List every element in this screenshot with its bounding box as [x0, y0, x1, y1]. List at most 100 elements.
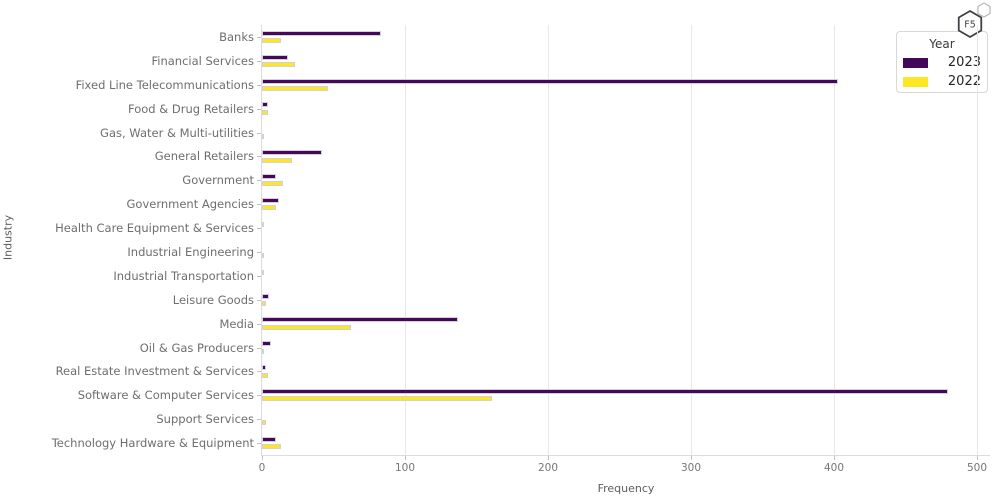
bar-2022-technology-hardware-equipment [262, 444, 281, 450]
gridline-200 [548, 25, 549, 455]
bar-2023-leisure-goods [262, 293, 270, 299]
bar-2023-government [262, 174, 277, 180]
y-tick [257, 60, 261, 62]
bar-2022-support-services [262, 420, 267, 426]
category-label-health-care-equipment-services: Health Care Equipment & Services [55, 221, 254, 236]
bar-2022-software-computer-services [262, 396, 493, 402]
category-label-government: Government [182, 173, 254, 188]
y-tick [257, 108, 261, 110]
y-tick [257, 395, 261, 397]
bar-2023-financial-services [262, 54, 288, 60]
bar-2022-fixed-line-telecommunications [262, 85, 328, 91]
category-label-real-estate-investment-services: Real Estate Investment & Services [55, 364, 254, 379]
x-tick [690, 456, 692, 460]
bar-2023-software-computer-services [262, 389, 949, 395]
bar-2022-government [262, 181, 284, 187]
category-label-media: Media [219, 316, 254, 331]
x-tick [261, 456, 263, 460]
y-tick [257, 323, 261, 325]
legend: Year 2023 2022 [896, 31, 988, 93]
bar-2022-industrial-engineering [262, 253, 264, 259]
f5-hexagon-outline [957, 10, 983, 38]
bar-2023-fixed-line-telecommunications [262, 78, 839, 84]
category-label-financial-services: Financial Services [151, 53, 254, 68]
category-label-food-drug-retailers: Food & Drug Retailers [128, 101, 254, 116]
y-tick [257, 371, 261, 373]
x-tick-label-100: 100 [394, 462, 416, 474]
y-tick [257, 36, 261, 38]
x-tick [976, 456, 978, 460]
gridline-500 [977, 25, 978, 455]
f5-hexagon-icon: F5 [957, 2, 991, 38]
bar-2023-industrial-transportation [262, 269, 264, 275]
bar-2023-oil-gas-producers [262, 341, 271, 347]
category-label-government-agencies: Government Agencies [126, 197, 255, 212]
category-label-support-services: Support Services [156, 412, 254, 427]
bar-2022-general-retailers [262, 157, 293, 163]
category-label-fixed-line-telecommunications: Fixed Line Telecommunications [75, 77, 254, 92]
bar-2022-food-drug-retailers [262, 109, 268, 115]
gridline-100 [405, 25, 406, 455]
y-tick [257, 299, 261, 301]
y-tick [257, 204, 261, 206]
y-tick [257, 347, 261, 349]
bar-2023-government-agencies [262, 197, 280, 203]
y-tick [257, 228, 261, 230]
legend-label-2022: 2022 [947, 74, 981, 89]
y-tick [257, 180, 261, 182]
bar-2022-gas-water-multi-utilities [262, 133, 264, 139]
y-tick [257, 84, 261, 86]
bar-2023-media [262, 317, 458, 323]
bar-2022-media [262, 324, 351, 330]
legend-title: Year [929, 37, 955, 51]
y-tick [257, 156, 261, 158]
x-tick [404, 456, 406, 460]
category-label-general-retailers: General Retailers [154, 149, 254, 164]
category-label-industrial-transportation: Industrial Transportation [113, 268, 254, 283]
category-label-industrial-engineering: Industrial Engineering [127, 244, 254, 259]
category-label-technology-hardware-equipment: Technology Hardware & Equipment [51, 436, 254, 451]
x-axis-spine [261, 455, 990, 456]
bar-2022-banks [262, 38, 281, 44]
legend-item-2023: 2023 [897, 53, 987, 72]
badge-hexagon-icon [977, 2, 991, 18]
legend-item-2022: 2022 [897, 72, 987, 91]
x-tick-label-0: 0 [258, 462, 266, 474]
x-tick-label-300: 300 [680, 462, 702, 474]
x-tick [833, 456, 835, 460]
bar-2023-health-care-equipment-services [262, 221, 264, 227]
category-label-software-computer-services: Software & Computer Services [77, 388, 254, 403]
bar-2022-oil-gas-producers [262, 348, 264, 354]
y-tick [257, 251, 261, 253]
y-tick [257, 132, 261, 134]
legend-swatch-2023 [903, 57, 928, 68]
bar-2023-food-drug-retailers [262, 102, 268, 108]
legend-label-2023: 2023 [947, 55, 981, 70]
bar-2023-technology-hardware-equipment [262, 436, 277, 442]
category-label-leisure-goods: Leisure Goods [172, 292, 254, 307]
legend-items: 2023 2022 [897, 53, 987, 91]
bar-2022-real-estate-investment-services [262, 372, 268, 378]
y-tick [257, 443, 261, 445]
gridline-400 [834, 25, 835, 455]
x-tick-label-400: 400 [823, 462, 845, 474]
gridline-300 [691, 25, 692, 455]
f5-icon-label: F5 [964, 20, 976, 31]
bar-2022-leisure-goods [262, 300, 267, 306]
legend-swatch-2022 [903, 76, 928, 87]
bar-2022-government-agencies [262, 205, 277, 211]
category-label-gas-water-multi-utilities: Gas, Water & Multi-utilities [100, 125, 254, 140]
x-axis-title: Frequency [597, 482, 655, 495]
category-label-oil-gas-producers: Oil & Gas Producers [139, 340, 254, 355]
y-axis-spine [261, 25, 262, 456]
bar-2023-real-estate-investment-services [262, 365, 267, 371]
y-tick [257, 419, 261, 421]
bar-2022-financial-services [262, 62, 295, 68]
bar-2023-banks [262, 30, 381, 36]
bar-2023-general-retailers [262, 150, 323, 156]
x-tick [547, 456, 549, 460]
x-tick-label-500: 500 [966, 462, 988, 474]
category-label-banks: Banks [219, 29, 254, 44]
x-tick-label-200: 200 [537, 462, 559, 474]
